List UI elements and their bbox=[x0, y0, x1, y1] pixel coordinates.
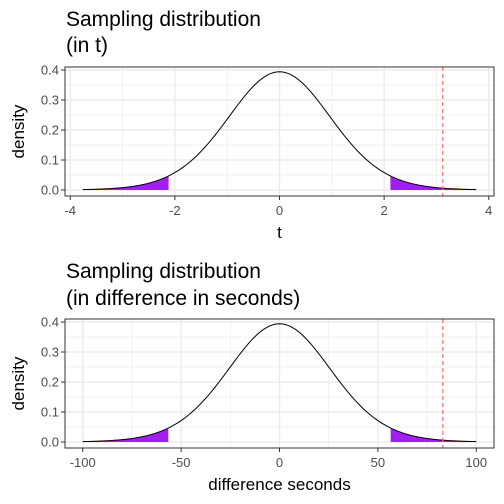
chart-title-line-1: Sampling distribution bbox=[66, 260, 261, 283]
density-curve bbox=[82, 71, 477, 191]
chart-title-line-2: (in t) bbox=[66, 34, 108, 57]
y-tick-label: 0.4 bbox=[41, 315, 59, 330]
chart-title-line-1: Sampling distribution bbox=[66, 8, 261, 31]
y-tick-label: 0.2 bbox=[41, 375, 59, 390]
y-axis-title: density bbox=[9, 356, 28, 410]
x-tick-label: -50 bbox=[172, 455, 191, 470]
y-tick-label: 0.1 bbox=[41, 405, 59, 420]
x-tick-label: 50 bbox=[371, 455, 385, 470]
density-curve bbox=[82, 323, 477, 443]
chart-title-line-2: (in difference in seconds) bbox=[66, 287, 300, 310]
shaded-tail-1 bbox=[82, 428, 169, 442]
x-axis-title: difference seconds bbox=[208, 475, 350, 494]
y-tick-label: 0.2 bbox=[41, 123, 59, 138]
x-tick-label: 2 bbox=[381, 203, 388, 218]
y-axis-title: density bbox=[9, 104, 28, 158]
shaded-tail-2 bbox=[390, 428, 477, 442]
x-tick-label: 0 bbox=[276, 203, 283, 218]
x-tick-label: -2 bbox=[169, 203, 181, 218]
chart-panel-1: Sampling distribution (in t) -4 -2 0 2 4 0.0 0.1… bbox=[9, 8, 495, 242]
x-tick-label: 4 bbox=[485, 203, 492, 218]
y-tick-label: 0.0 bbox=[41, 435, 59, 450]
x-axis-title: t bbox=[277, 223, 282, 242]
y-tick-label: 0.4 bbox=[41, 63, 59, 78]
y-tick-label: 0.1 bbox=[41, 153, 59, 168]
shaded-tail-1 bbox=[82, 175, 169, 190]
chart-panel-2: Sampling distribution (in difference in s… bbox=[9, 260, 495, 494]
y-tick-label: 0.3 bbox=[41, 93, 59, 108]
x-tick-label: -100 bbox=[70, 455, 96, 470]
shaded-tail-2 bbox=[390, 175, 477, 190]
x-tick-label: 0 bbox=[276, 455, 283, 470]
y-tick-label: 0.0 bbox=[41, 183, 59, 198]
y-tick-label: 0.3 bbox=[41, 345, 59, 360]
x-tick-label: 100 bbox=[465, 455, 487, 470]
x-tick-label: -4 bbox=[64, 203, 76, 218]
